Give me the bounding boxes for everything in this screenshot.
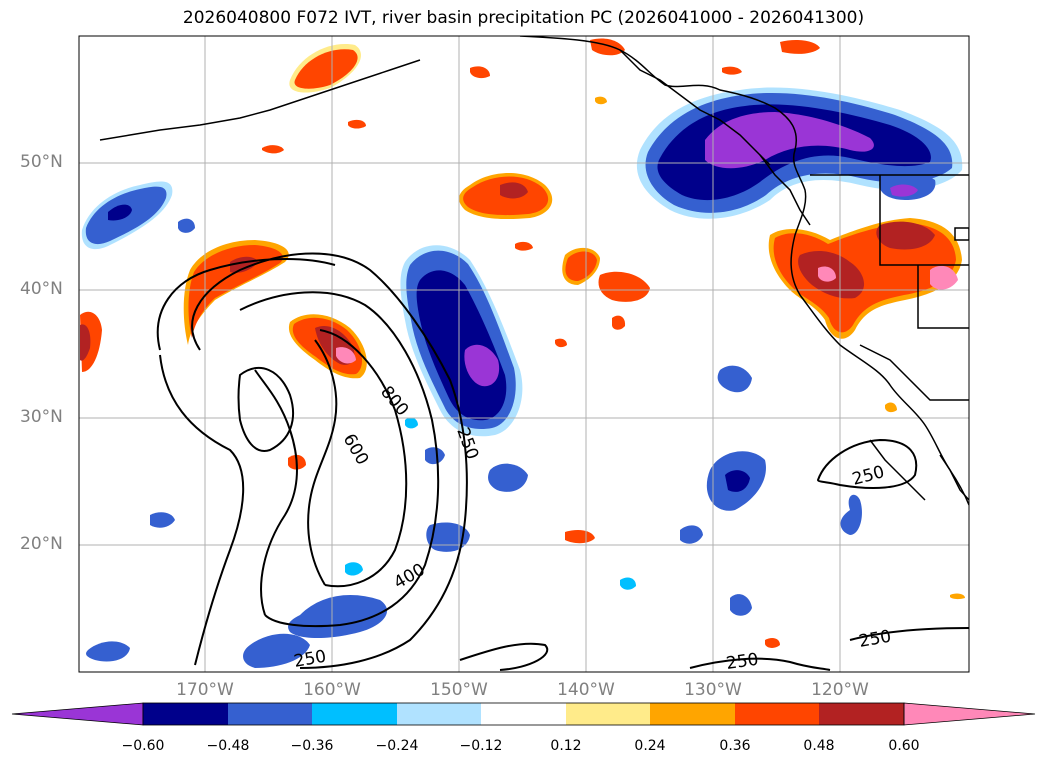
gridlines <box>79 36 969 672</box>
colorbar-tick-label: 0.12 <box>550 738 582 754</box>
lat-label: 50°N <box>20 152 63 172</box>
colorbar-tick-label: −0.12 <box>459 738 503 754</box>
lat-label: 30°N <box>20 407 63 427</box>
colorbar-segment <box>566 703 650 725</box>
colorbar-tick-label: −0.48 <box>206 738 250 754</box>
colorbar-tick-label: 0.24 <box>634 738 666 754</box>
colorbar-segment <box>650 703 735 725</box>
colorbar-tick-label: −0.36 <box>290 738 334 754</box>
contour-labels: 800 600 250 400 250 250 250 250 <box>292 382 892 674</box>
colorbar-segment <box>819 703 904 725</box>
map-frame <box>78 35 970 673</box>
contour-label: 250 <box>725 650 760 674</box>
lon-label: 130°W <box>684 680 742 700</box>
colorbar-frame <box>142 702 905 726</box>
colorbar <box>11 702 1036 726</box>
colorbar-segment <box>143 703 228 725</box>
colorbar-segment <box>312 703 397 725</box>
contour-label: 250 <box>850 462 887 490</box>
positive-anomaly-areas <box>80 38 965 648</box>
colorbar-tick-label: 0.36 <box>719 738 751 754</box>
colorbar-low-extend <box>11 702 144 726</box>
contour-label: 800 <box>376 382 412 420</box>
colorbar-high-extend <box>903 702 1036 726</box>
colorbar-segment <box>481 703 566 725</box>
colorbar-tick-label: −0.60 <box>121 738 165 754</box>
colorbar-segment <box>735 703 819 725</box>
contour-label: 400 <box>391 560 429 594</box>
contour-label: 250 <box>857 627 892 652</box>
contour-label: 600 <box>339 431 373 469</box>
colorbar-tick-label: −0.24 <box>375 738 419 754</box>
ivt-contours <box>156 252 969 671</box>
lon-label: 160°W <box>303 680 361 700</box>
lon-label: 170°W <box>176 680 234 700</box>
lat-label: 20°N <box>20 534 63 554</box>
colorbar-tick-label: 0.60 <box>888 738 920 754</box>
lon-label: 150°W <box>430 680 488 700</box>
colorbar-tick-label: 0.48 <box>803 738 835 754</box>
lat-label: 40°N <box>20 279 63 299</box>
colorbar-segment <box>228 703 312 725</box>
negative-anomaly-areas <box>81 87 963 668</box>
precip-field <box>80 38 965 668</box>
lon-label: 140°W <box>557 680 615 700</box>
map-title: 2026040800 F072 IVT, river basin precipi… <box>182 8 865 28</box>
lon-label: 120°W <box>811 680 869 700</box>
colorbar-segment <box>397 703 481 725</box>
coastlines <box>99 36 969 506</box>
